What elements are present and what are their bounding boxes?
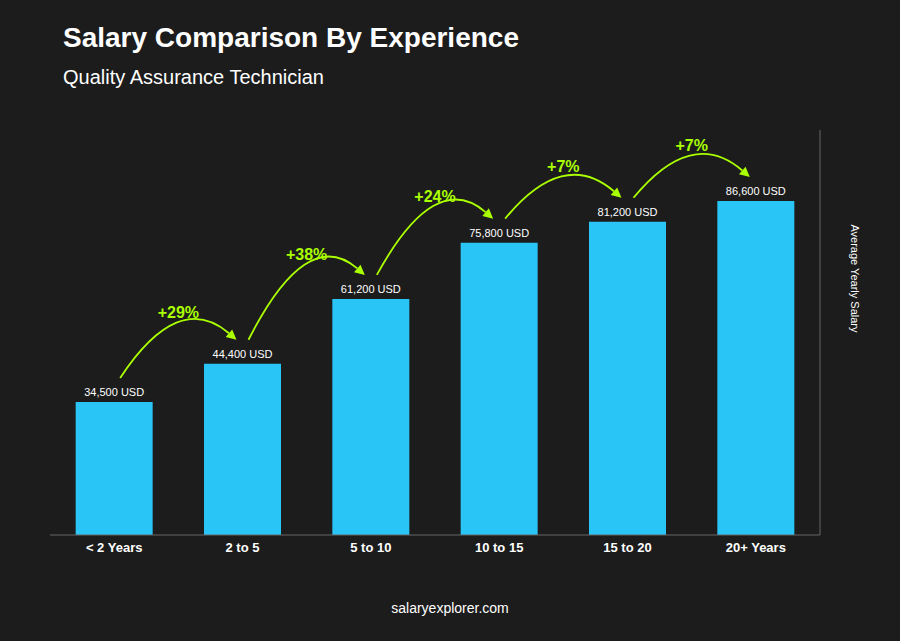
svg-text:86,600 USD: 86,600 USD — [726, 185, 786, 197]
svg-text:< 2 Years: < 2 Years — [86, 540, 143, 555]
html-text:Salary Comparison By Experienc: Salary Comparison By Experience — [63, 22, 519, 53]
svg-text:2 to 5: 2 to 5 — [226, 540, 260, 555]
svg-text:Average Yearly Salary: Average Yearly Salary — [849, 224, 861, 333]
svg-text:61,200 USD: 61,200 USD — [341, 283, 401, 295]
svg-text:+7%: +7% — [547, 158, 579, 175]
svg-text:+38%: +38% — [286, 246, 327, 263]
svg-text:44,400 USD: 44,400 USD — [213, 348, 273, 360]
svg-text:10 to 15: 10 to 15 — [475, 540, 523, 555]
svg-text:+24%: +24% — [414, 188, 455, 205]
svg-text:+29%: +29% — [158, 304, 199, 321]
svg-text:15 to 20: 15 to 20 — [603, 540, 651, 555]
svg-text:34,500 USD: 34,500 USD — [84, 386, 144, 398]
svg-text:81,200 USD: 81,200 USD — [598, 206, 658, 218]
svg-text:5 to 10: 5 to 10 — [350, 540, 391, 555]
html-text:Quality Assurance Technician: Quality Assurance Technician — [63, 66, 324, 88]
svg-text:20+ Years: 20+ Years — [726, 540, 786, 555]
svg-text:+7%: +7% — [675, 137, 707, 154]
html-text:salaryexplorer.com: salaryexplorer.com — [391, 600, 509, 616]
svg-text:75,800 USD: 75,800 USD — [469, 227, 529, 239]
